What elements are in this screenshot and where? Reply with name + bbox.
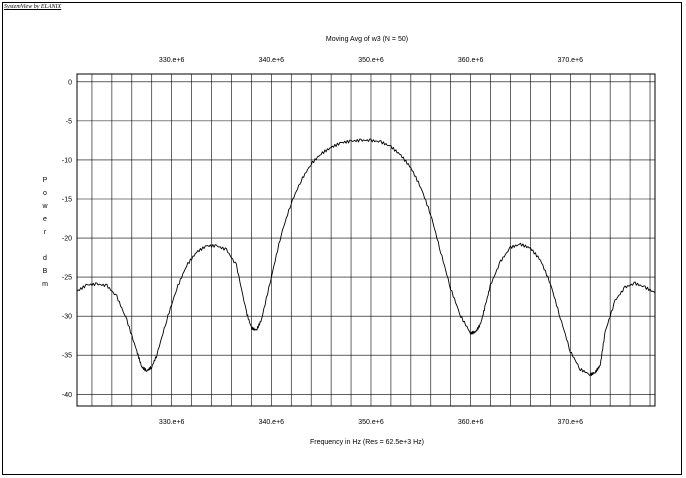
y-tick-labels: 0 -5 -10 -15 -20 -25 -30 -35 -40 (62, 79, 72, 398)
y-tick-label: -10 (62, 157, 72, 164)
y-tick-label: -40 (62, 392, 72, 399)
y-axis-label-letter: d (43, 255, 47, 262)
y-axis-label-letter: P (43, 177, 48, 184)
x-axis-label: Frequency in Hz (Res = 62.5e+3 Hz) (310, 439, 424, 446)
x-tick-label: 350.e+6 (358, 419, 384, 426)
x-tick-label: 340.e+6 (259, 57, 285, 64)
series-line (76, 138, 656, 377)
y-axis-label-letter: o (43, 190, 47, 197)
y-axis-label-letter: B (43, 268, 48, 275)
x-tick-label: 330.e+6 (159, 57, 185, 64)
x-tick-label: 370.e+6 (558, 419, 584, 426)
x-tick-label: 350.e+6 (358, 57, 384, 64)
x-tick-labels-bottom: 330.e+6 340.e+6 350.e+6 360.e+6 370.e+6 (159, 419, 583, 426)
x-tick-label: 340.e+6 (259, 419, 285, 426)
grid-lines (77, 74, 655, 406)
y-axis-label-letter: m (42, 281, 48, 288)
y-tick-label: -30 (62, 314, 72, 321)
x-tick-labels-top: 330.e+6 340.e+6 350.e+6 360.e+6 370.e+6 (159, 57, 583, 64)
series-group (76, 138, 656, 377)
y-tick-label: 0 (68, 79, 72, 86)
y-tick-label: -25 (62, 275, 72, 282)
plot-area-border (76, 73, 656, 407)
x-tick-label: 360.e+6 (458, 419, 484, 426)
y-tick-label: -35 (62, 353, 72, 360)
y-axis-label-letter: e (43, 216, 47, 223)
y-tick-label: -20 (62, 236, 72, 243)
x-tick-label: 330.e+6 (159, 419, 185, 426)
y-tick-label: -5 (66, 118, 72, 125)
y-axis-label-letter: w (41, 203, 48, 210)
chart-title: Moving Avg of w3 (N = 50) (326, 36, 408, 43)
y-tick-label: -15 (62, 196, 72, 203)
x-tick-label: 360.e+6 (458, 57, 484, 64)
brand-label: SystemView by ELANIX (4, 4, 62, 10)
y-axis-label-letter: r (44, 229, 47, 236)
x-tick-label: 370.e+6 (558, 57, 584, 64)
